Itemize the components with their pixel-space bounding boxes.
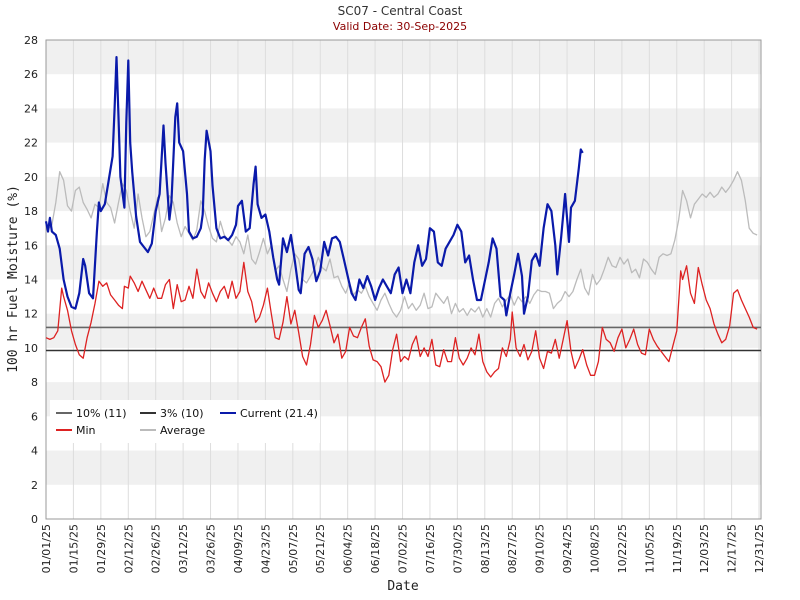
legend-label-average: Average [160,424,205,437]
x-axis-label: Date [387,579,418,594]
y-tick-label: 10 [24,342,38,355]
x-tick-label: 11/19/25 [671,524,684,573]
y-tick-label: 20 [24,171,38,184]
x-tick-label: 05/07/25 [287,524,300,573]
x-tick-label: 09/24/25 [561,524,574,573]
y-tick-label: 8 [31,376,38,389]
y-tick-label: 14 [24,274,38,287]
band-22 [46,108,761,143]
y-axis-label: 100 hr Fuel Moisture (%) [6,185,21,373]
x-tick-label: 10/08/25 [588,524,601,573]
x-tick-label: 12/03/25 [698,524,711,573]
x-tick-label: 09/10/25 [534,524,547,573]
x-tick-label: 02/12/25 [122,524,135,573]
x-tick-label: 04/23/25 [259,524,272,573]
x-tick-label: 01/01/25 [40,524,53,573]
x-tick-label: 06/04/25 [342,524,355,573]
x-tick-label: 12/31/25 [753,524,766,573]
band-14 [46,245,761,280]
x-tick-label: 07/30/25 [451,524,464,573]
x-tick-label: 02/26/25 [150,524,163,573]
legend-label-10pct: 10% (11) [76,407,127,420]
band-2 [46,450,761,485]
y-tick-label: 24 [24,102,38,115]
data-series [44,56,758,383]
background-bands [46,40,761,485]
x-tick-label: 08/13/25 [479,524,492,573]
series-line-current [44,56,584,317]
x-tick-label: 07/16/25 [424,524,437,573]
y-tick-label: 6 [31,410,38,423]
x-tick-label: 04/09/25 [232,524,245,573]
chart-subtitle: Valid Date: 30-Sep-2025 [333,20,467,33]
x-tick-label: 03/26/25 [205,524,218,573]
x-tick-label: 03/12/25 [177,524,190,573]
legend-label-3pct: 3% (10) [160,407,204,420]
y-tick-label: 26 [24,68,38,81]
chart-title: SC07 - Central Coast [338,4,463,18]
y-tick-label: 4 [31,445,38,458]
series-line-average [45,171,758,318]
band-26 [46,40,761,75]
y-tick-label: 0 [31,513,38,526]
y-tick-label: 16 [24,239,38,252]
x-tick-label: 12/17/25 [726,524,739,573]
x-tick-label: 11/05/25 [643,524,656,573]
band-10 [46,313,761,348]
x-tick-labels: 01/01/25 01/15/25 01/29/25 02/12/25 02/26/25… [40,524,766,573]
x-tick-label: 01/29/25 [95,524,108,573]
legend-label-current: Current (21.4) [240,407,318,420]
legend-box [50,400,320,443]
y-tick-label: 22 [24,137,38,150]
plot-frame [45,39,762,520]
y-tick-label: 2 [31,479,38,492]
band-18 [46,176,761,212]
legend: 10% (11) 3% (10) Current (21.4) Min Aver… [50,400,320,443]
x-tick-label: 06/18/25 [369,524,382,573]
series-line-min [45,261,758,383]
legend-label-min: Min [76,424,96,437]
x-tick-label: 08/27/25 [506,524,519,573]
y-tick-label: 28 [24,34,38,47]
x-tick-label: 07/02/25 [397,524,410,573]
x-tick-label: 05/21/25 [314,524,327,573]
y-tick-label: 18 [24,205,38,218]
y-tick-label: 12 [24,308,38,321]
threshold-lines [46,326,761,352]
x-tick-label: 01/15/25 [67,524,80,573]
x-tick-label: 10/22/25 [616,524,629,573]
